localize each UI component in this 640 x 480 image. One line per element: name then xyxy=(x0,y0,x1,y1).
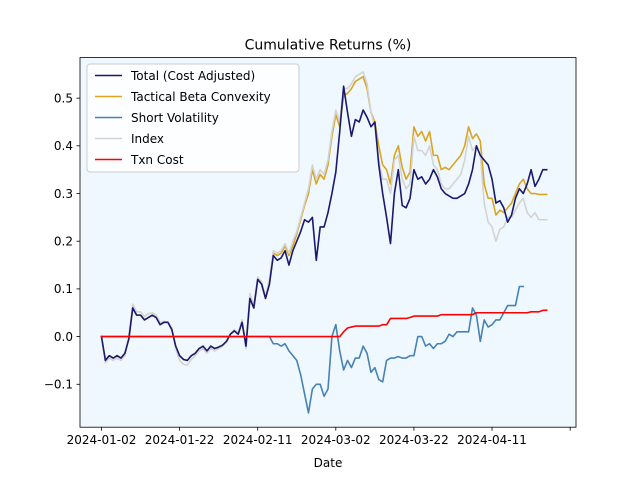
x-tick-label: 2024-03-02 xyxy=(301,433,371,447)
legend-entry: Total (Cost Adjusted) xyxy=(130,69,255,83)
x-tick-label: 2024-01-22 xyxy=(145,433,215,447)
series-line-3 xyxy=(100,71,548,366)
y-tick-label: 0.1 xyxy=(54,282,73,296)
x-tick-label: 2024-04-11 xyxy=(457,433,527,447)
y-tick-label: −0.1 xyxy=(44,378,73,392)
y-tick-label: 0.3 xyxy=(54,187,73,201)
legend-entry: Tactical Beta Convexity xyxy=(130,90,271,104)
series-line-0 xyxy=(100,85,548,362)
x-tick-label: 2024-02-11 xyxy=(223,433,293,447)
legend-box xyxy=(86,63,300,173)
x-axis: 2024-01-02 2024-01-22 2024-02-11 2024-03-02… xyxy=(67,427,571,447)
chart-title: Cumulative Returns (%) xyxy=(245,38,412,54)
y-tick-label: 0.4 xyxy=(54,139,73,153)
y-tick-label: 0.5 xyxy=(54,91,73,105)
legend-entry: Txn Cost xyxy=(130,153,184,167)
y-tick-label: 0.0 xyxy=(54,330,73,344)
series-layer xyxy=(100,71,548,414)
legend: Total (Cost Adjusted) Tactical Beta Conve… xyxy=(86,63,300,173)
x-tick-label: 2024-01-02 xyxy=(67,433,137,447)
legend-entry: Index xyxy=(131,132,164,146)
y-tick-label: 0.2 xyxy=(54,235,73,249)
plot-frame xyxy=(79,57,577,428)
series-line-4 xyxy=(100,309,548,338)
y-axis: −0.1 0.0 0.1 0.2 0.3 0.4 0.5 xyxy=(44,91,80,392)
x-tick-label: 2024-03-22 xyxy=(379,433,449,447)
x-axis-label: Date xyxy=(314,456,343,470)
legend-entry: Short Volatility xyxy=(131,111,219,125)
